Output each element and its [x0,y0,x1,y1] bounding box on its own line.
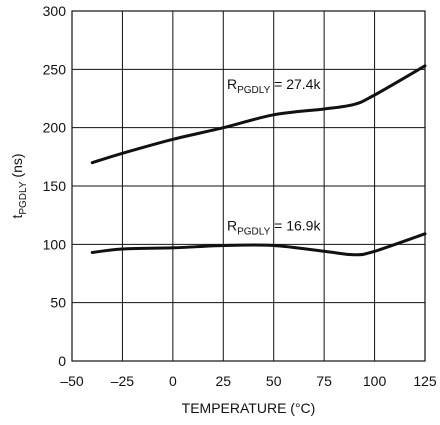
y-axis-label-unit: (ns) [9,153,25,181]
series-line-1 [90,64,427,165]
gridlines [71,10,426,362]
series-label-value: = 16.9k [270,217,321,233]
y-tick-labels: 0 50 100 150 200 250 300 [43,3,67,369]
series-label-sub: PGDLY [237,226,270,237]
x-tick-label: 100 [363,373,387,389]
x-tick-label: 75 [316,373,332,389]
series-label-2: RPGDLY = 16.9k [227,217,322,237]
x-tick-label: –25 [111,373,135,389]
series-label-sub: PGDLY [237,85,270,96]
series-group [90,64,427,257]
plot-frame [71,10,426,362]
x-tick-label: –50 [60,373,84,389]
y-tick-label: 50 [50,295,66,311]
series-label-main: R [227,76,237,92]
x-tick-label: 125 [413,373,437,389]
y-axis-label-sub: PGDLY [18,181,29,214]
series-line-2 [90,232,427,257]
y-tick-label: 150 [43,178,67,194]
y-tick-label: 100 [43,236,67,252]
x-tick-label: 25 [215,373,231,389]
series-label-1: RPGDLY = 27.4k [227,76,322,96]
x-tick-label: 50 [266,373,282,389]
y-tick-label: 250 [43,61,67,77]
y-axis-label-main: t [9,215,25,219]
y-axis-label: tPGDLY (ns) [9,153,29,218]
y-tick-label: 200 [43,120,67,136]
x-tick-labels: –50 –25 0 25 50 75 100 125 [60,373,437,389]
x-axis-label: TEMPERATURE (°C) [182,400,316,416]
series-label-value: = 27.4k [270,76,321,92]
y-tick-label: 0 [58,353,66,369]
x-tick-label: 0 [169,373,177,389]
y-tick-label: 300 [43,3,67,19]
series-label-main: R [227,217,237,233]
